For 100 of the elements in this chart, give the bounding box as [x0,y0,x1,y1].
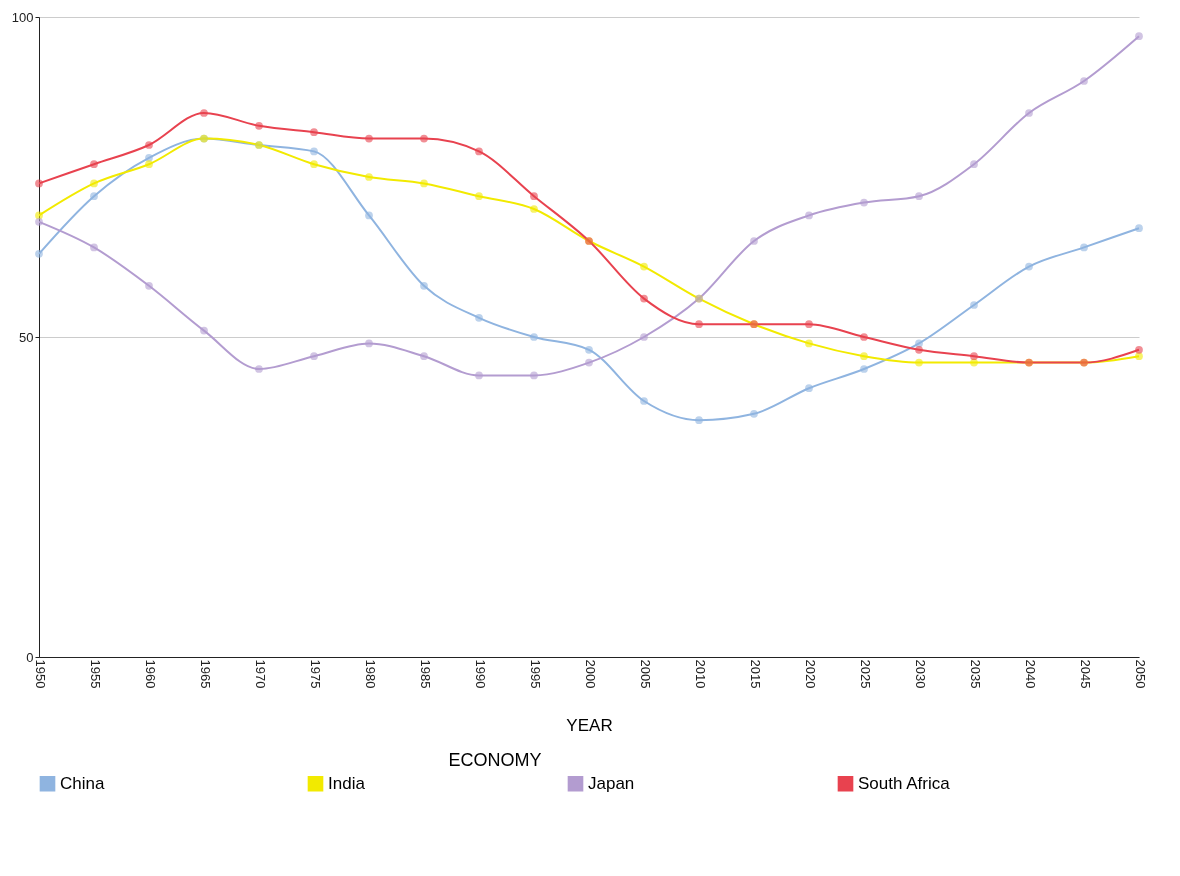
y-tick-label: 0 [26,649,34,665]
x-tick-label: 2030 [912,659,928,689]
point [585,345,593,354]
x-tick-label: 2025 [857,659,873,689]
point [35,217,43,226]
point [805,320,813,329]
point [585,358,593,367]
point [145,160,153,169]
x-axis-title: YEAR [566,716,613,736]
point [915,339,923,348]
point [90,192,98,201]
point [35,179,43,188]
point [530,333,538,341]
point [1025,262,1033,271]
x-tick-label: 1965 [197,659,213,689]
point [640,397,648,405]
point [695,416,703,425]
point [640,333,648,341]
y-tick-label: 100 [11,9,34,25]
point [860,333,868,341]
point [475,371,483,380]
x-tick-label: 1950 [32,659,48,689]
x-tick-label: 2040 [1022,659,1038,689]
x-tick-label: 2035 [967,659,983,689]
point [365,173,373,181]
point [970,352,978,361]
legend-label: India [328,773,366,793]
legend-title: ECONOMY [448,750,542,770]
x-tick-label: 2015 [747,659,763,689]
x-tick-label: 2000 [582,659,598,689]
legend-label: South Africa [858,773,951,793]
point [420,281,428,290]
point [1080,243,1088,252]
point [915,358,923,367]
point [530,192,538,201]
x-tick-label: 2045 [1077,659,1093,689]
point [310,352,318,361]
x-tick-label: 2005 [637,659,653,689]
x-tick-label: 1995 [527,659,543,689]
point [255,365,263,373]
point [365,211,373,220]
point [640,262,648,271]
point [695,320,703,329]
point [970,301,978,309]
point [1135,352,1143,361]
point [475,147,483,156]
x-tick-label: 1980 [362,659,378,689]
point [640,294,648,303]
point [90,243,98,252]
x-tick-label: 2010 [692,659,708,689]
point [145,141,153,149]
point [310,147,318,156]
point [915,345,923,354]
point [970,358,978,367]
point [200,326,208,335]
point [1135,32,1143,41]
x-tick-label: 2020 [802,659,818,689]
point [1025,109,1033,117]
point [1135,224,1143,233]
point [200,109,208,117]
point [1135,345,1143,354]
y-tick-label: 50 [19,329,34,345]
point [310,128,318,137]
point [805,211,813,220]
x-tick-label: 1955 [87,659,103,689]
point [860,352,868,361]
point [1080,77,1088,85]
x-tick-label: 2050 [1132,659,1148,689]
x-tick-label: 1960 [142,659,158,689]
point [310,160,318,169]
point [530,371,538,380]
point [145,281,153,290]
point [475,192,483,201]
point [805,384,813,393]
point [365,134,373,143]
point [90,179,98,188]
point [420,134,428,143]
point [475,313,483,322]
legend-label: China [60,773,105,793]
point [860,365,868,373]
point [915,192,923,201]
x-tick-label: 1990 [472,659,488,689]
point [530,205,538,213]
legend-label: Japan [588,773,635,793]
x-tick-label: 1985 [417,659,433,689]
point [750,409,758,418]
point [420,352,428,361]
point [255,121,263,130]
point [35,211,43,220]
point [35,249,43,258]
point [90,160,98,169]
point [750,237,758,245]
point [860,198,868,207]
x-tick-label: 1975 [307,659,323,689]
x-tick-label: 1970 [252,659,268,689]
point [805,339,813,348]
point [970,160,978,169]
point [365,339,373,348]
point [420,179,428,188]
point [145,153,153,162]
